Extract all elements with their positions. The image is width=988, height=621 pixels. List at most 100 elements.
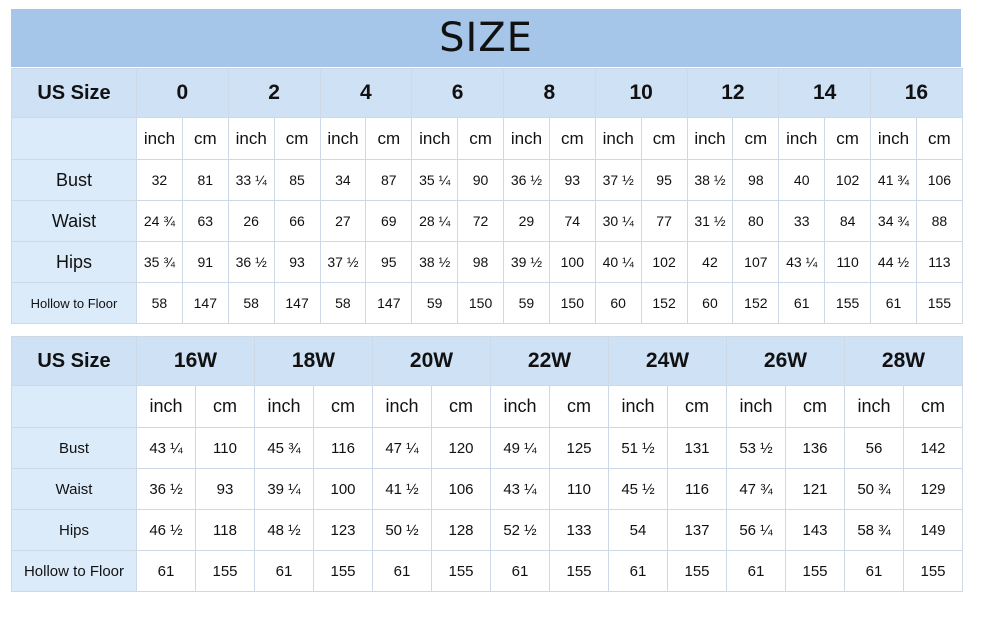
measurement-value: 59 (503, 282, 550, 324)
measurement-value: 155 (915, 282, 963, 324)
size-header: 4 (319, 68, 413, 118)
measurement-value: 38 ½ (411, 241, 459, 283)
unit-label-inch: inch (870, 117, 917, 160)
measurement-value: 61 (778, 282, 826, 324)
unit-label-cm: cm (431, 385, 491, 428)
unit-label-inch: inch (411, 117, 459, 160)
measurement-value: 147 (273, 282, 321, 324)
measurement-value: 45 ¾ (254, 427, 314, 469)
unit-label-cm: cm (549, 385, 609, 428)
measurement-value: 72 (457, 200, 504, 242)
measurement-value: 38 ½ (686, 159, 734, 201)
size-header: 16W (136, 336, 255, 386)
measurement-value: 150 (457, 282, 504, 324)
measurement-label: Bust (11, 427, 137, 469)
unit-label-cm: cm (365, 117, 413, 160)
measurement-value: 131 (667, 427, 727, 469)
measurement-label: Waist (11, 200, 137, 242)
measurement-value: 113 (915, 241, 963, 283)
size-header: 8 (503, 68, 596, 118)
measurement-value: 61 (372, 550, 432, 592)
measurement-value: 125 (549, 427, 609, 469)
measurement-value: 87 (365, 159, 413, 201)
measurement-value: 106 (915, 159, 963, 201)
measurement-row: Hips 46 ½ 118 48 ½ 123 50 ½ 128 52 ½ 133 54 137 56 … (11, 509, 963, 551)
measurement-value: 90 (457, 159, 504, 201)
measurement-value: 43 ¼ (778, 241, 826, 283)
measurement-value: 36 ½ (227, 241, 275, 283)
size-header-row: US Size 16W 18W 20W 22W 24W 26W 28W (11, 336, 963, 386)
measurement-value: 155 (431, 550, 491, 592)
measurement-value: 36 ½ (136, 468, 196, 510)
measurement-value: 147 (181, 282, 229, 324)
measurement-value: 121 (785, 468, 845, 510)
measurement-value: 155 (549, 550, 609, 592)
measurement-value: 149 (903, 509, 963, 551)
measurement-value: 116 (313, 427, 373, 469)
measurement-value: 34 ¾ (870, 200, 917, 242)
unit-header-row: inch cm inch cm inch cm inch cm inch cm inch cm inch… (11, 385, 963, 428)
measurement-value: 110 (195, 427, 255, 469)
size-header: 2 (227, 68, 321, 118)
measurement-value: 152 (732, 282, 780, 324)
us-size-label: US Size (11, 336, 137, 386)
unit-label-cm: cm (785, 385, 845, 428)
unit-label-cm: cm (195, 385, 255, 428)
unit-label-inch: inch (608, 385, 668, 428)
measurement-value: 31 ½ (686, 200, 734, 242)
measurement-value: 24 ¾ (136, 200, 183, 242)
measurement-value: 39 ½ (503, 241, 550, 283)
size-header: 0 (136, 68, 229, 118)
measurement-value: 58 ¾ (844, 509, 904, 551)
measurement-value: 42 (686, 241, 734, 283)
unit-label-cm: cm (273, 117, 321, 160)
measurement-row: Waist 36 ½ 93 39 ¼ 100 41 ½ 106 43 ¼ 110 45 ½ 116 4… (11, 468, 963, 510)
measurement-value: 110 (824, 241, 872, 283)
unit-label-inch: inch (319, 117, 367, 160)
measurement-value: 61 (608, 550, 668, 592)
measurement-value: 60 (594, 282, 642, 324)
measurement-value: 118 (195, 509, 255, 551)
unit-label-inch: inch (136, 385, 196, 428)
measurement-value: 95 (365, 241, 413, 283)
measurement-value: 155 (824, 282, 872, 324)
measurement-value: 88 (915, 200, 963, 242)
size-header: 10 (594, 68, 688, 118)
unit-label-cm: cm (548, 117, 596, 160)
measurement-value: 100 (548, 241, 596, 283)
measurement-value: 40 (778, 159, 826, 201)
measurement-value: 102 (640, 241, 688, 283)
measurement-value: 60 (686, 282, 734, 324)
size-header: 18W (254, 336, 373, 386)
measurement-value: 128 (431, 509, 491, 551)
measurement-value: 40 ¼ (594, 241, 642, 283)
measurement-value: 98 (457, 241, 504, 283)
measurement-value: 98 (732, 159, 780, 201)
measurement-value: 61 (136, 550, 196, 592)
measurement-value: 33 (778, 200, 826, 242)
size-table-plus: US Size 16W 18W 20W 22W 24W 26W 28W inch cm inch cm… (11, 336, 963, 592)
unit-label-inch: inch (594, 117, 642, 160)
measurement-label: Bust (11, 159, 137, 201)
size-header: 28W (844, 336, 963, 386)
size-header: 6 (411, 68, 504, 118)
measurement-value: 69 (365, 200, 413, 242)
unit-label-inch: inch (844, 385, 904, 428)
measurement-value: 28 ¼ (411, 200, 459, 242)
measurement-value: 106 (431, 468, 491, 510)
unit-label-cm: cm (313, 385, 373, 428)
unit-label-inch: inch (227, 117, 275, 160)
measurement-value: 44 ½ (870, 241, 917, 283)
measurement-value: 142 (903, 427, 963, 469)
unit-label-cm: cm (457, 117, 504, 160)
measurement-row: Bust 32 81 33 ¼ 85 34 87 35 ¼ 90 36 ½ 93 37 ½ 95 38 ½… (11, 159, 963, 201)
size-header: 20W (372, 336, 491, 386)
measurement-value: 77 (640, 200, 688, 242)
measurement-value: 143 (785, 509, 845, 551)
size-header: 26W (726, 336, 845, 386)
measurement-value: 49 ¼ (490, 427, 550, 469)
measurement-value: 61 (254, 550, 314, 592)
unit-label-cm: cm (667, 385, 727, 428)
measurement-value: 61 (844, 550, 904, 592)
